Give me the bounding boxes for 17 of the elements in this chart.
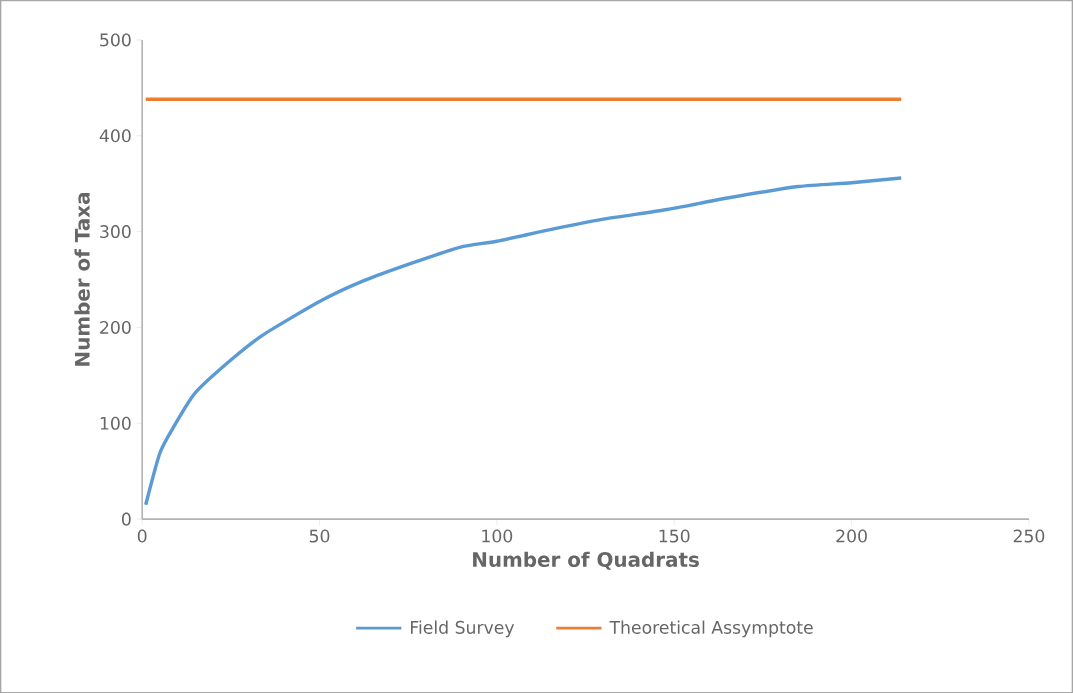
x-tick-label: 150 [659,529,690,543]
legend-label: Field Survey [411,620,515,638]
x-axis-title: Number of Quadrats [473,551,699,570]
y-tick-label: 300 [100,224,131,238]
y-tick-label: 500 [100,33,131,47]
x-tick-label: 50 [309,529,330,543]
y-tick-label: 100 [100,416,131,430]
x-tick-label: 0 [137,529,147,543]
x-tick-label: 250 [1013,529,1045,543]
y-tick-label: 400 [99,129,131,143]
legend-label: Theoretical Assymptote [609,620,813,638]
x-tick-label: 200 [836,529,867,543]
line-series [143,176,903,507]
y-axis-title: Number of Taxa [74,192,90,366]
x-tick-label: 100 [482,529,513,543]
y-tick-label: 200 [100,320,131,334]
y-tick-label: 0 [122,512,131,526]
